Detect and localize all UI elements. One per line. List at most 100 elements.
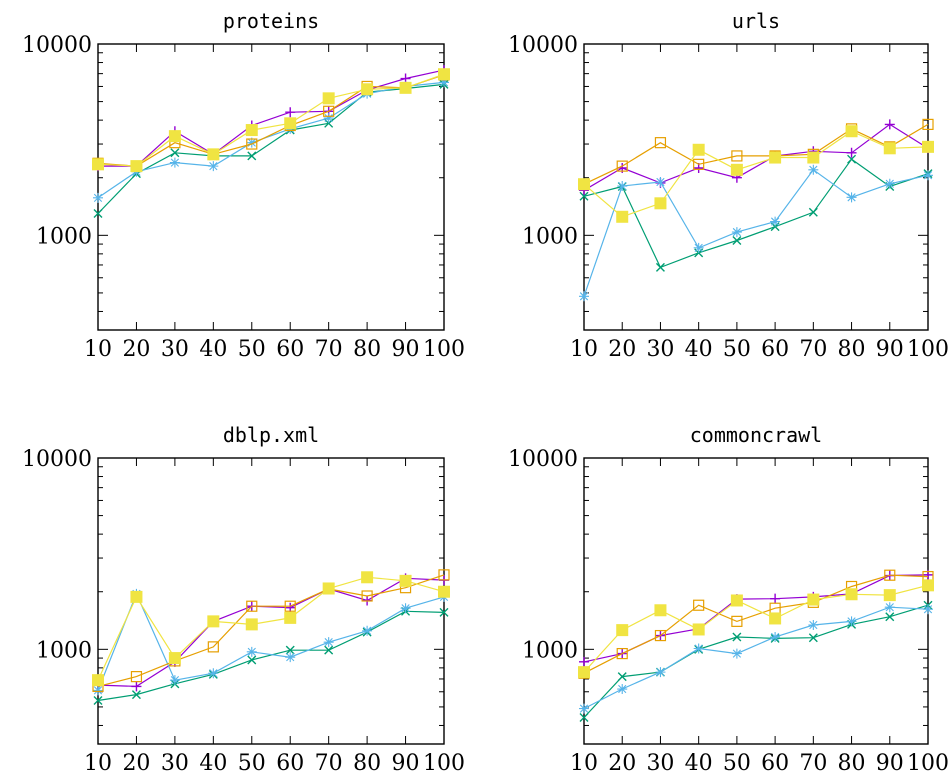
data-point (730, 594, 743, 607)
data-point (883, 142, 896, 155)
data-point (361, 590, 373, 602)
data-point (323, 105, 335, 117)
series-s4 (92, 69, 450, 172)
data-point (693, 242, 704, 253)
series-line (97, 592, 445, 691)
data-point (732, 235, 742, 245)
data-point (616, 624, 629, 637)
data-point (285, 652, 296, 663)
data-point (616, 210, 629, 223)
chart-panel-2: urls 1000 10000 10 20 30 40 50 60 70 80 90 100 (508, 9, 949, 362)
data-point (579, 291, 589, 302)
data-point (285, 107, 296, 118)
series-line (97, 83, 445, 214)
x-tick-label: 50 (238, 337, 266, 362)
data-point (579, 713, 589, 723)
data-point (922, 140, 934, 153)
x-tick-label: 50 (723, 337, 751, 362)
data-point (93, 192, 103, 203)
x-tick-label: 70 (799, 337, 827, 362)
data-point (93, 696, 103, 706)
data-point (883, 589, 896, 602)
data-point (400, 603, 411, 614)
data-point (131, 681, 142, 692)
data-point (846, 147, 857, 158)
data-point (654, 629, 667, 642)
series-s3 (579, 602, 933, 714)
data-point (884, 119, 895, 130)
series-s4 (578, 118, 934, 190)
data-point (207, 641, 219, 653)
series-line (97, 576, 445, 681)
series-s5 (92, 571, 450, 687)
series-line (583, 123, 929, 191)
x-tick-label: 70 (315, 751, 343, 776)
x-tick-label: 20 (608, 751, 636, 776)
data-point (247, 655, 257, 665)
data-point (579, 703, 589, 714)
series-line (583, 606, 929, 710)
y-tick-label: 1000 (522, 638, 578, 663)
data-point (885, 612, 895, 622)
data-point (884, 602, 895, 613)
data-point (807, 593, 820, 606)
data-point (693, 599, 705, 611)
data-point (246, 600, 258, 612)
series-line (97, 74, 445, 167)
data-point (439, 607, 449, 617)
series-s1 (93, 573, 449, 692)
series-line (583, 584, 929, 673)
x-tick-label: 10 (570, 337, 598, 362)
data-point (439, 77, 449, 88)
data-point (245, 124, 258, 137)
data-point (807, 151, 820, 164)
series-line (97, 577, 445, 688)
y-tick-label: 1000 (522, 224, 578, 249)
data-point (655, 262, 665, 272)
y-tick-label: 10000 (22, 33, 92, 58)
series-s2 (93, 79, 449, 219)
data-point (208, 161, 219, 172)
data-point (438, 585, 450, 598)
data-point (616, 160, 628, 172)
x-tick-label: 70 (799, 751, 827, 776)
x-tick-label: 40 (685, 751, 713, 776)
data-point (247, 151, 257, 161)
data-point (654, 197, 667, 210)
data-point (399, 81, 412, 94)
data-point (616, 647, 628, 660)
x-tick-label: 80 (838, 337, 866, 362)
data-point (655, 176, 666, 187)
data-point (731, 648, 742, 659)
x-tick-label: 60 (761, 751, 789, 776)
data-point (617, 672, 627, 682)
series-line (97, 73, 445, 167)
data-point (579, 656, 589, 667)
chart-title: commoncrawl (690, 423, 822, 447)
chart-panel-4: commoncrawl 1000 10000 10 20 30 40 50 60 70 80 90 10… (508, 423, 949, 776)
chart-panel-1: proteins 1000 10000 10 20 30 40 50 60 70 80 90 100 (22, 9, 465, 362)
data-point (323, 113, 334, 124)
data-point (284, 611, 297, 624)
data-point (245, 618, 258, 631)
x-tick-label: 50 (238, 751, 266, 776)
x-tick-label: 30 (161, 751, 189, 776)
data-point (617, 684, 628, 695)
series-s3 (93, 77, 449, 203)
x-tick-label: 20 (122, 751, 150, 776)
series-line (583, 158, 929, 269)
data-point (845, 125, 858, 138)
data-point (846, 616, 857, 627)
y-tick-label: 10000 (22, 447, 92, 472)
data-point (884, 569, 896, 581)
data-point (438, 68, 450, 81)
x-tick-label: 10 (84, 751, 112, 776)
x-tick-label: 100 (907, 337, 949, 362)
data-point (246, 138, 258, 150)
data-point (246, 646, 257, 657)
x-tick-label: 70 (315, 337, 343, 362)
data-point (578, 178, 590, 191)
x-tick-label: 100 (423, 337, 465, 362)
plot-frame (583, 457, 929, 745)
